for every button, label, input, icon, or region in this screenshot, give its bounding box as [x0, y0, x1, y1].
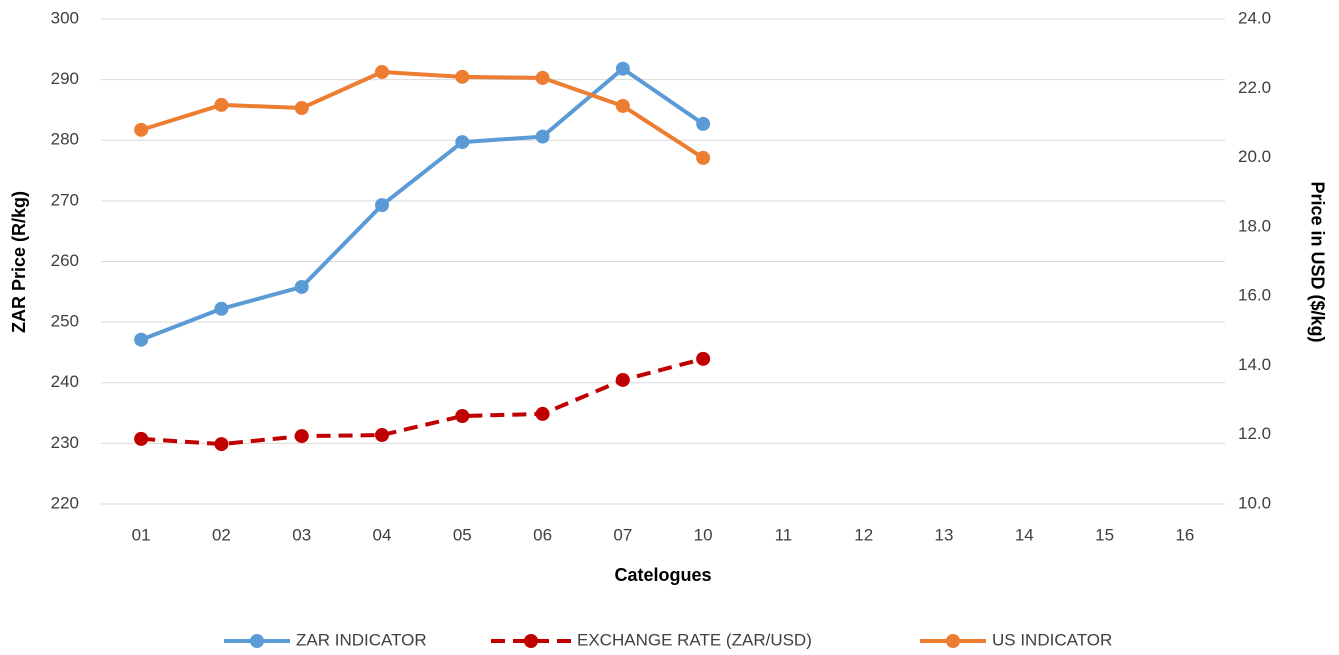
y-tick-label: 230	[51, 433, 79, 452]
y-tick-label: 300	[51, 8, 79, 27]
marker	[535, 129, 550, 144]
marker	[214, 301, 229, 316]
x-tick-label: 13	[935, 525, 954, 544]
marker	[375, 65, 389, 80]
marker	[615, 61, 630, 76]
y2-axis-title: Price in USD ($/kg)	[1307, 181, 1327, 342]
series-line	[140, 70, 705, 160]
marker	[615, 372, 630, 387]
marker	[535, 406, 550, 421]
y-tick-label: 270	[51, 190, 79, 209]
marker	[134, 122, 149, 137]
marker	[294, 279, 309, 294]
x-tick-label: 03	[292, 525, 311, 544]
x-tick-label: 04	[373, 525, 392, 544]
legend-marker	[250, 634, 264, 648]
y2-tick-label: 14.0	[1238, 355, 1271, 374]
marker	[375, 198, 389, 213]
x-tick-label: 05	[453, 525, 472, 544]
marker	[615, 98, 630, 113]
marker	[294, 101, 309, 116]
x-tick-label: 14	[1015, 525, 1034, 544]
y-tick-label: 240	[51, 372, 79, 391]
x-tick-label: 15	[1095, 525, 1114, 544]
legend-marker	[524, 634, 538, 648]
series-line	[140, 66, 705, 342]
y-tick-label: 250	[51, 312, 79, 331]
legend-marker	[946, 634, 960, 648]
legend-label: US INDICATOR	[992, 630, 1112, 649]
y-tick-label: 260	[51, 251, 79, 270]
marker	[214, 97, 229, 112]
x-tick-label: 16	[1175, 525, 1194, 544]
marker	[455, 135, 470, 150]
marker	[455, 69, 470, 84]
y2-tick-label: 10.0	[1238, 493, 1271, 512]
x-tick-label: 12	[854, 525, 873, 544]
y-axis-title: ZAR Price (R/kg)	[9, 191, 29, 333]
y2-tick-label: 22.0	[1238, 78, 1271, 97]
x-tick-label: 07	[613, 525, 632, 544]
x-tick-label: 02	[212, 525, 231, 544]
x-tick-label: 11	[775, 525, 793, 544]
x-tick-label: 06	[533, 525, 552, 544]
marker	[134, 332, 149, 347]
y2-tick-label: 20.0	[1238, 147, 1271, 166]
marker	[375, 428, 389, 443]
y-tick-label: 220	[51, 493, 79, 512]
legend-label: EXCHANGE RATE (ZAR/USD)	[577, 630, 812, 649]
x-tick-label: 01	[132, 525, 151, 544]
y2-tick-label: 12.0	[1238, 424, 1271, 443]
y-tick-label: 280	[51, 130, 79, 149]
marker	[294, 429, 309, 444]
x-tick-label: 10	[694, 525, 713, 544]
marker	[535, 70, 550, 85]
marker	[214, 437, 229, 452]
marker	[696, 351, 711, 366]
y-tick-label: 290	[51, 69, 79, 88]
y2-tick-label: 16.0	[1238, 286, 1271, 305]
marker	[134, 431, 149, 446]
marker	[455, 409, 470, 424]
x-axis-title: Catelogues	[614, 565, 711, 585]
y2-tick-label: 24.0	[1238, 8, 1271, 27]
marker	[696, 116, 711, 131]
marker	[696, 150, 711, 165]
series-line	[141, 356, 704, 447]
legend-label: ZAR INDICATOR	[296, 630, 427, 649]
y2-tick-label: 18.0	[1238, 216, 1271, 235]
